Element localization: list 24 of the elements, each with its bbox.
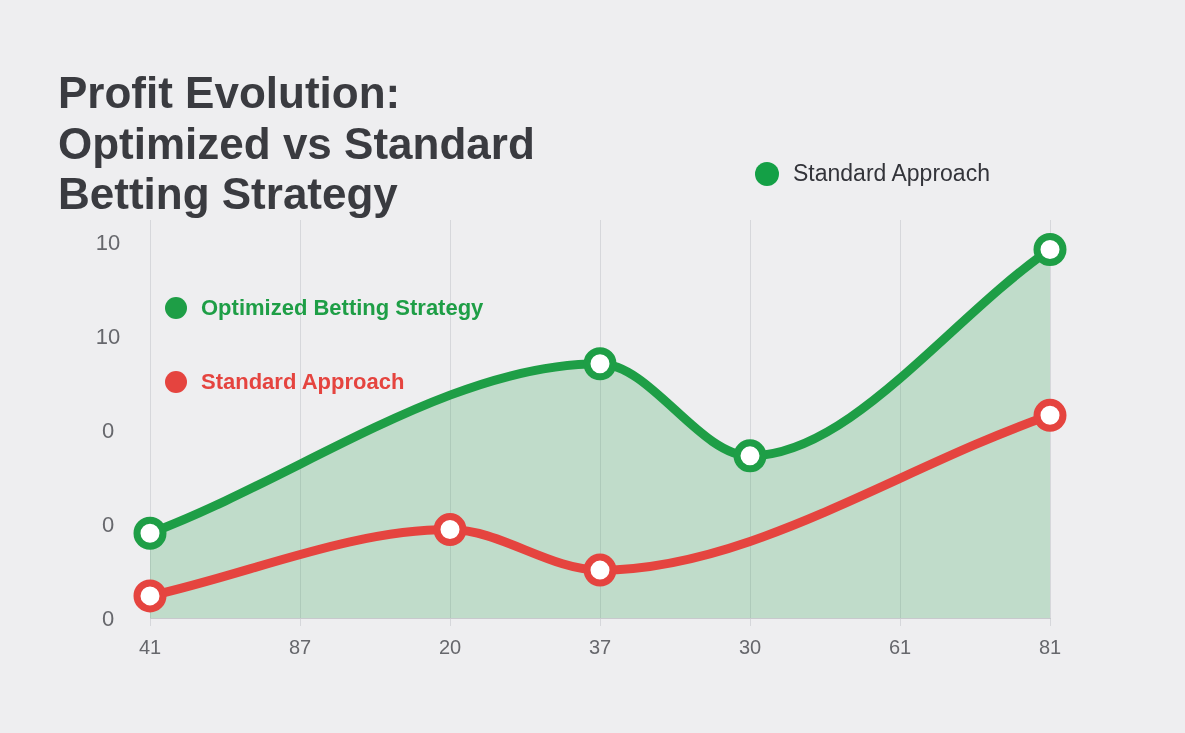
- text: 0: [100, 512, 116, 539]
- x-tick-label: 81: [1038, 635, 1062, 658]
- point: [133, 579, 167, 613]
- point: [583, 347, 617, 381]
- point: [1033, 232, 1067, 266]
- legend-label: Standard Approach: [201, 369, 405, 395]
- text: 0: [100, 418, 116, 445]
- point: [433, 513, 467, 547]
- point: [133, 516, 167, 550]
- text: Standard Approach: [793, 160, 990, 187]
- x-tick-label: 61: [888, 635, 912, 658]
- x-tick-label: 30: [738, 635, 762, 658]
- text: 10: [94, 230, 122, 257]
- legend-label: Optimized Betting Strategy: [201, 295, 484, 321]
- x-tick-label: 41: [138, 635, 162, 658]
- text: 0: [100, 606, 116, 633]
- point: [733, 439, 767, 473]
- x-tick-label: 20: [438, 635, 462, 658]
- chart-title: Profit Evolution: Optimized vs Standard Betting Strategy: [58, 68, 536, 220]
- x-tick-label: 37: [588, 635, 612, 658]
- point: [1033, 398, 1067, 432]
- text: 10: [94, 324, 122, 351]
- x-tick-label: 87: [288, 635, 312, 658]
- point: [583, 553, 617, 587]
